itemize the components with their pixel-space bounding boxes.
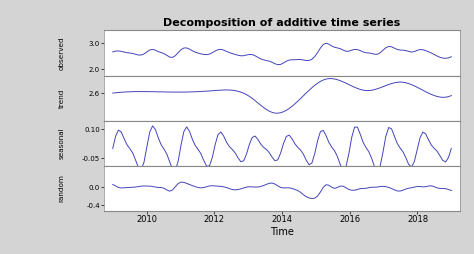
Title: Decomposition of additive time series: Decomposition of additive time series	[164, 18, 401, 28]
Text: random: random	[59, 174, 64, 202]
Text: seasonal: seasonal	[59, 127, 64, 159]
X-axis label: Time: Time	[270, 227, 294, 237]
Text: trend: trend	[59, 88, 64, 108]
Text: observed: observed	[59, 36, 64, 70]
